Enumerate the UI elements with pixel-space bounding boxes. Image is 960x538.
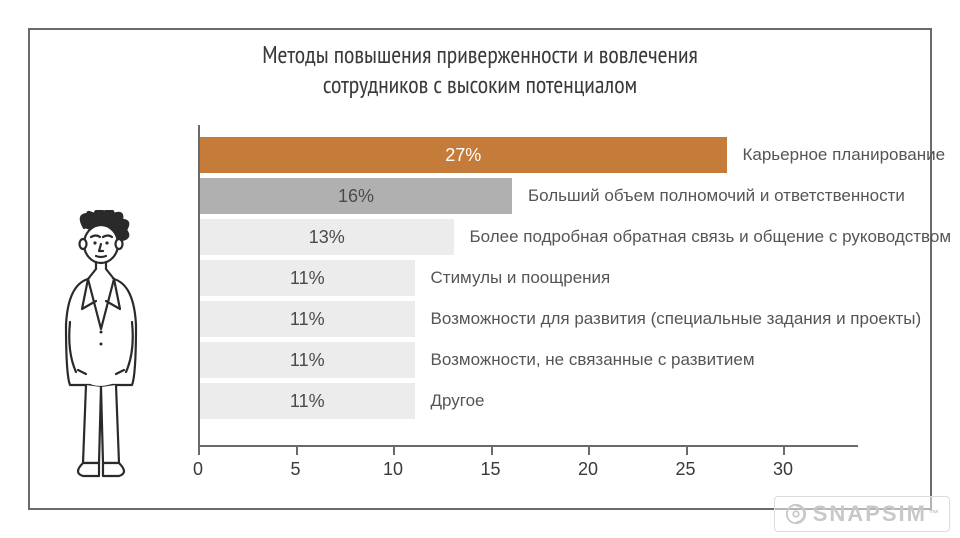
bars-container: 27%Карьерное планирование 16%Больший объе… (200, 137, 900, 424)
bar-value-label: 16% (338, 186, 374, 207)
x-tick-label: 15 (480, 459, 500, 480)
bar-row: 11% Другое (200, 383, 900, 419)
x-tick (783, 445, 785, 455)
x-tick-label: 20 (578, 459, 598, 480)
x-tick (588, 445, 590, 455)
bar-category-label: Другое (431, 383, 485, 419)
bar: 11% (200, 260, 415, 296)
x-tick (393, 445, 395, 455)
x-tick-label: 25 (675, 459, 695, 480)
x-tick (296, 445, 298, 455)
title-line-2: сотрудников с высоким потенциалом (323, 69, 637, 100)
bar-row: 27%Карьерное планирование (200, 137, 900, 173)
x-tick (491, 445, 493, 455)
person-illustration (46, 210, 156, 480)
bar: 13% (200, 219, 454, 255)
bar-category-label: Больший объем полномочий и ответственнос… (528, 178, 905, 214)
bar-category-label: Возможности, не связанные с развитием (431, 342, 755, 378)
x-tick-label: 10 (383, 459, 403, 480)
logo-watermark: SNAPSIM™ (774, 496, 950, 532)
bar-row: 11% Возможности, не связанные с развитием (200, 342, 900, 378)
bar-row: 11% Стимулы и поощрения (200, 260, 900, 296)
chart-area: 27%Карьерное планирование16%Больший объе… (198, 125, 908, 495)
bar-value-label: 27% (445, 145, 481, 166)
bar-value-label: 11% (290, 309, 325, 330)
bar-row: 13%Более подробная обратная связь и обще… (200, 219, 900, 255)
bar: 16% (200, 178, 512, 214)
logo-icon (785, 503, 807, 525)
bar-category-label: Более подробная обратная связь и общение… (470, 219, 952, 255)
x-tick-label: 5 (290, 459, 300, 480)
x-tick-label: 30 (773, 459, 793, 480)
chart-title: Методы повышения приверженности и вовлеч… (30, 40, 930, 100)
logo-text: SNAPSIM (813, 501, 927, 527)
bar: 11% (200, 342, 415, 378)
title-line-1: Методы повышения приверженности и вовлеч… (262, 39, 698, 70)
chart-frame: Методы повышения приверженности и вовлеч… (28, 28, 932, 510)
x-tick (686, 445, 688, 455)
x-tick (198, 445, 200, 455)
bar: 11% (200, 301, 415, 337)
bar: 11% (200, 383, 415, 419)
bar-row: 11%Возможности для развития (специальные… (200, 301, 900, 337)
bar-value-label: 11% (290, 268, 325, 289)
bar-category-label: Возможности для развития (специальные за… (431, 301, 922, 337)
bar-category-label: Стимулы и поощрения (431, 260, 611, 296)
bar: 27% (200, 137, 727, 173)
bar-row: 16%Больший объем полномочий и ответствен… (200, 178, 900, 214)
bar-value-label: 11% (290, 391, 325, 412)
logo-tm: ™ (929, 509, 939, 520)
bar-value-label: 11% (290, 350, 325, 371)
bar-value-label: 13% (309, 227, 345, 248)
x-tick-label: 0 (193, 459, 203, 480)
bar-category-label: Карьерное планирование (743, 137, 946, 173)
